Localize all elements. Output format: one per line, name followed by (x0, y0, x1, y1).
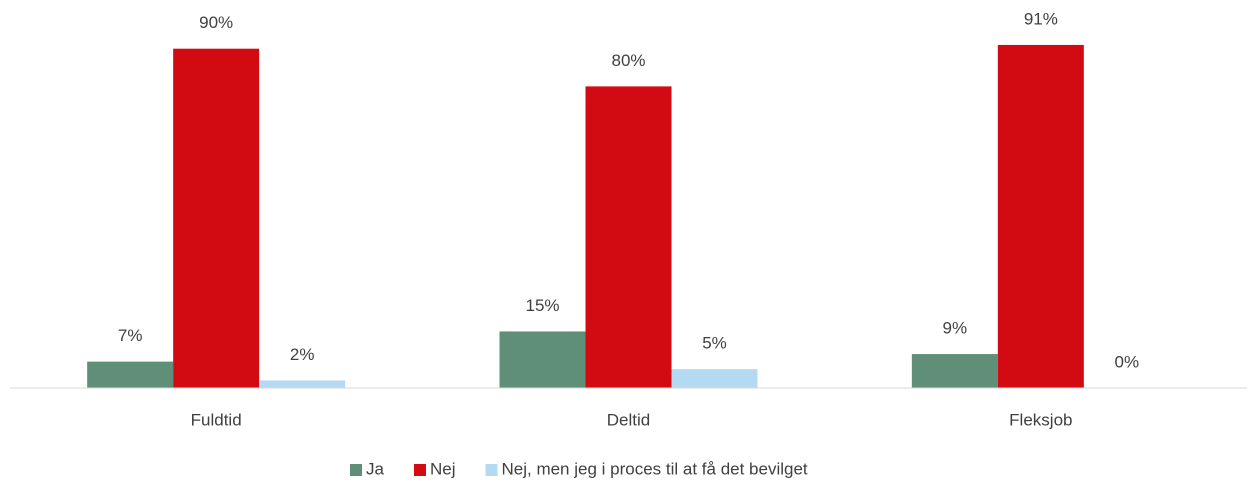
x-tick-label: Fleksjob (1009, 410, 1072, 429)
data-label: 91% (1024, 9, 1058, 28)
bar (671, 369, 758, 388)
legend-swatch (413, 464, 426, 476)
bar (585, 86, 672, 389)
legend-label: Nej (430, 459, 456, 478)
bar (87, 361, 174, 388)
data-label: 80% (611, 51, 645, 70)
data-label: 2% (290, 345, 315, 364)
data-label: 15% (525, 296, 559, 315)
data-label: 0% (1115, 352, 1140, 371)
data-label: 5% (702, 334, 727, 353)
bar (259, 380, 346, 388)
data-label: 9% (943, 319, 968, 338)
legend-swatch (485, 464, 498, 476)
legend-swatch (350, 464, 362, 476)
bar (173, 48, 260, 388)
legend-label: Nej, men jeg i proces til at få det bevi… (501, 459, 807, 478)
x-tick-label: Deltid (607, 410, 650, 429)
bar (997, 44, 1084, 389)
x-tick-label: Fuldtid (191, 410, 242, 429)
bar (911, 354, 998, 388)
data-label: 7% (118, 326, 143, 345)
legend-label: Ja (366, 459, 385, 478)
bar (499, 331, 586, 388)
data-label: 90% (199, 13, 233, 32)
